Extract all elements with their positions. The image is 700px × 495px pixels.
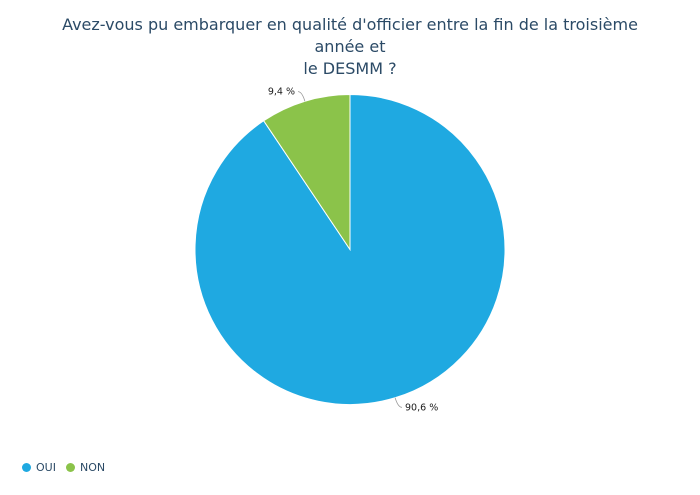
leader-line-oui xyxy=(394,397,403,408)
chart-title: Avez-vous pu embarquer en qualité d'offi… xyxy=(40,14,660,80)
legend: OUI NON xyxy=(22,461,115,474)
data-label-oui: 90,6 % xyxy=(405,402,438,413)
chart-title-line-1: Avez-vous pu embarquer en qualité d'offi… xyxy=(62,15,638,56)
pie-slice-non[interactable] xyxy=(262,93,351,252)
legend-item-oui[interactable]: OUI xyxy=(22,461,56,474)
legend-item-non[interactable]: NON xyxy=(65,461,106,474)
data-label-non: 9,4 % xyxy=(268,87,295,98)
legend-swatch-non xyxy=(65,463,75,472)
legend-label-non: NON xyxy=(79,461,106,474)
chart-title-line-2: le DESMM ? xyxy=(303,59,397,78)
legend-label-oui: OUI xyxy=(36,461,56,474)
legend-swatch-oui xyxy=(22,463,31,472)
leader-line-non xyxy=(297,91,306,102)
